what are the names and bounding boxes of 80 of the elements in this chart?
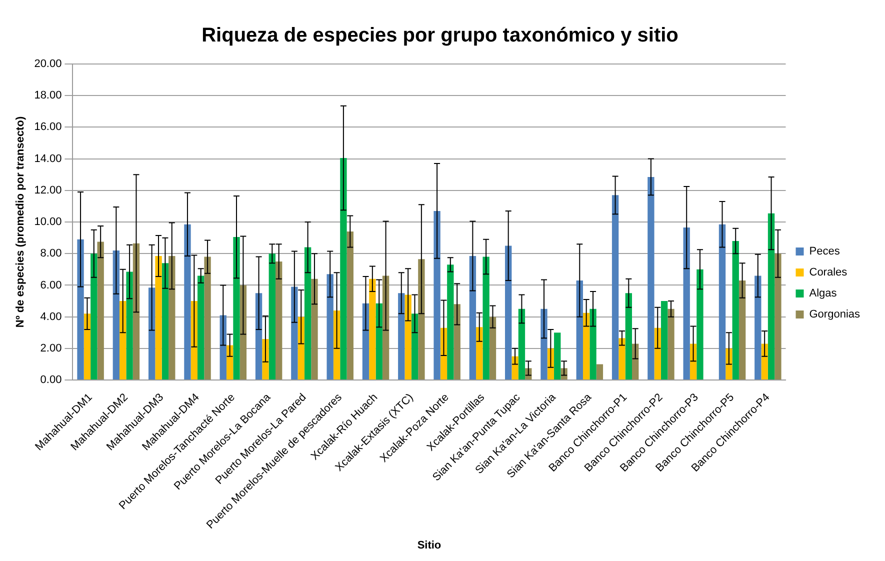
bar — [233, 237, 240, 380]
bar — [434, 210, 440, 380]
bar — [168, 256, 176, 380]
bar — [476, 327, 483, 380]
bar — [155, 256, 162, 380]
bar — [97, 242, 104, 380]
y-tick-label: 18.00 — [34, 90, 62, 102]
bar — [554, 332, 561, 380]
bar — [590, 308, 596, 380]
bar — [198, 276, 204, 380]
bar — [291, 286, 298, 380]
bar — [447, 264, 454, 380]
legend-label: Peces — [809, 246, 840, 258]
bar — [398, 293, 405, 380]
bar — [126, 272, 133, 380]
bar — [411, 314, 418, 380]
bar — [540, 308, 548, 380]
bar — [255, 293, 262, 380]
bar — [504, 246, 512, 380]
bar — [340, 158, 347, 380]
bar — [754, 276, 762, 380]
y-tick-label: 6.00 — [40, 279, 62, 292]
bar — [77, 239, 84, 380]
bar — [618, 338, 626, 380]
y-tick-label: 20.00 — [34, 58, 62, 70]
bar — [489, 316, 496, 380]
bar — [304, 247, 312, 380]
bar — [90, 254, 98, 380]
y-tick-label: 2.00 — [40, 342, 62, 354]
bar — [84, 314, 91, 380]
bar — [204, 256, 211, 380]
bar — [275, 262, 282, 380]
bar — [418, 259, 425, 380]
bar — [469, 256, 476, 380]
y-tick-label: 14.00 — [34, 152, 62, 165]
bar — [732, 240, 739, 380]
bar — [268, 254, 276, 380]
bar — [596, 364, 604, 380]
legend-label: Algas — [809, 288, 838, 300]
bar — [518, 308, 526, 380]
bar — [326, 274, 334, 380]
bar — [718, 224, 726, 380]
bar — [112, 250, 120, 380]
y-tick-label: 0.00 — [40, 374, 62, 386]
bar — [311, 278, 318, 380]
bar — [683, 228, 690, 380]
bar — [346, 232, 354, 380]
y-tick-label: 8.00 — [40, 248, 62, 260]
bar — [738, 280, 746, 380]
bar — [668, 308, 674, 380]
bar — [184, 224, 191, 380]
bar — [376, 303, 382, 380]
y-axis-title: Nº de especies (promedio por transecto) — [14, 116, 27, 328]
bar — [369, 278, 376, 380]
bar — [512, 356, 518, 380]
y-tick-label: 16.00 — [34, 121, 62, 134]
bar — [262, 338, 269, 380]
bar — [120, 301, 126, 380]
bar — [362, 303, 370, 380]
legend-label: Corales — [809, 266, 848, 279]
bar — [648, 176, 654, 380]
bar — [660, 301, 668, 380]
bar — [625, 293, 632, 380]
y-tick-label: 12.00 — [34, 184, 62, 196]
y-tick-label: 10.00 — [34, 216, 62, 228]
bar — [404, 294, 412, 380]
bar — [576, 280, 583, 380]
bar — [482, 256, 490, 380]
y-tick-label: 4.00 — [40, 310, 62, 323]
legend-label: Gorgonias — [809, 308, 860, 321]
bar — [454, 304, 460, 380]
bar — [774, 254, 782, 380]
x-axis-title: Sitio — [417, 539, 442, 552]
bar — [582, 312, 590, 380]
bar — [696, 269, 704, 380]
chart-title: Riqueza de especies por grupo taxonómico y sitio — [202, 24, 678, 47]
bar — [768, 213, 775, 380]
bar — [761, 344, 768, 380]
bar — [612, 195, 619, 380]
bar — [162, 263, 169, 380]
